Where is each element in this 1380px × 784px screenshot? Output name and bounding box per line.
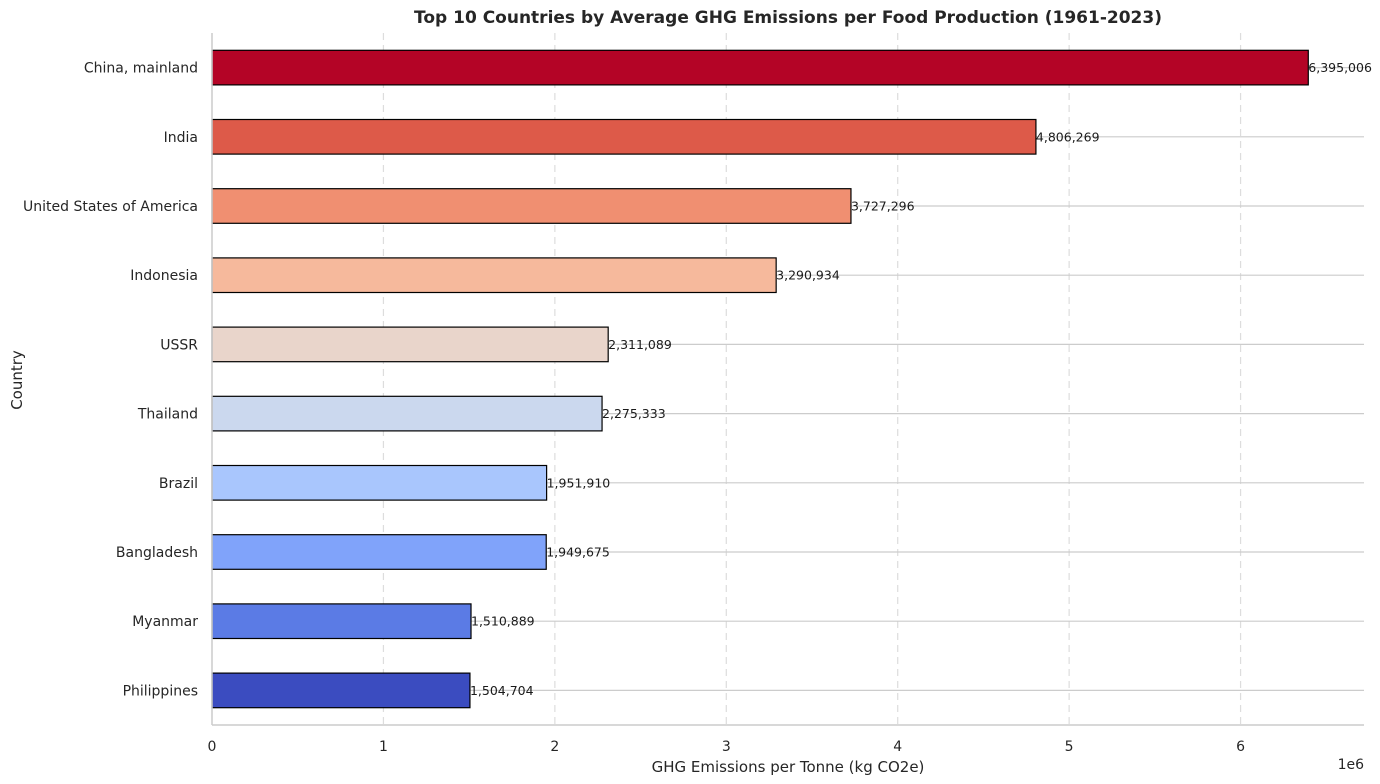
y-tick-label: Bangladesh — [116, 545, 198, 561]
x-tick-label: 0 — [208, 739, 217, 755]
bar — [211, 672, 471, 709]
x-axis-offset-label: 1e6 — [1338, 757, 1365, 773]
bar — [211, 603, 472, 640]
y-tick-label: India — [164, 130, 198, 146]
chart-title: Top 10 Countries by Average GHG Emission… — [414, 8, 1162, 28]
data-label: 4,806,269 — [1036, 129, 1100, 144]
data-label: 2,311,089 — [608, 337, 672, 352]
bar — [211, 534, 547, 570]
data-label: 3,290,934 — [776, 268, 840, 283]
bar — [211, 464, 548, 501]
x-tick-label: 2 — [550, 739, 559, 755]
x-axis-label: GHG Emissions per Tonne (kg CO2e) — [652, 758, 925, 776]
y-tick-label: Myanmar — [132, 614, 198, 630]
data-label: 1,504,704 — [470, 683, 534, 698]
y-tick-label: USSR — [160, 337, 198, 353]
bar — [211, 395, 603, 432]
y-tick-label: Brazil — [159, 476, 198, 492]
data-label: 3,727,296 — [851, 199, 915, 214]
axes — [211, 33, 1364, 726]
x-tick-label: 3 — [722, 739, 731, 755]
bar — [211, 188, 852, 224]
x-tick-label: 5 — [1065, 739, 1074, 755]
data-label: 2,275,333 — [602, 406, 666, 421]
bar — [211, 257, 777, 294]
data-label: 6,395,006 — [1308, 60, 1372, 75]
data-labels: 6,395,006 4,806,269 3,727,296 3,290,934 2,31… — [470, 60, 1372, 698]
data-label: 1,949,675 — [546, 545, 610, 560]
y-tick-label: Philippines — [123, 683, 198, 699]
y-tick-label: China, mainland — [84, 61, 198, 77]
y-tick-label: Thailand — [137, 407, 198, 423]
y-tick-label: United States of America — [23, 199, 198, 215]
bar — [211, 49, 1309, 86]
data-label: 1,510,889 — [471, 614, 535, 629]
x-tick-label: 4 — [893, 739, 902, 755]
bar — [211, 118, 1037, 155]
ticks: China, mainland India United States of Ame… — [23, 61, 1245, 755]
bar — [211, 326, 609, 363]
data-label: 1,951,910 — [547, 475, 611, 490]
y-tick-label: Indonesia — [130, 268, 198, 284]
y-axis-label: Country — [8, 350, 26, 410]
x-tick-label: 6 — [1236, 739, 1245, 755]
bars — [211, 49, 1309, 709]
x-tick-label: 1 — [379, 739, 388, 755]
